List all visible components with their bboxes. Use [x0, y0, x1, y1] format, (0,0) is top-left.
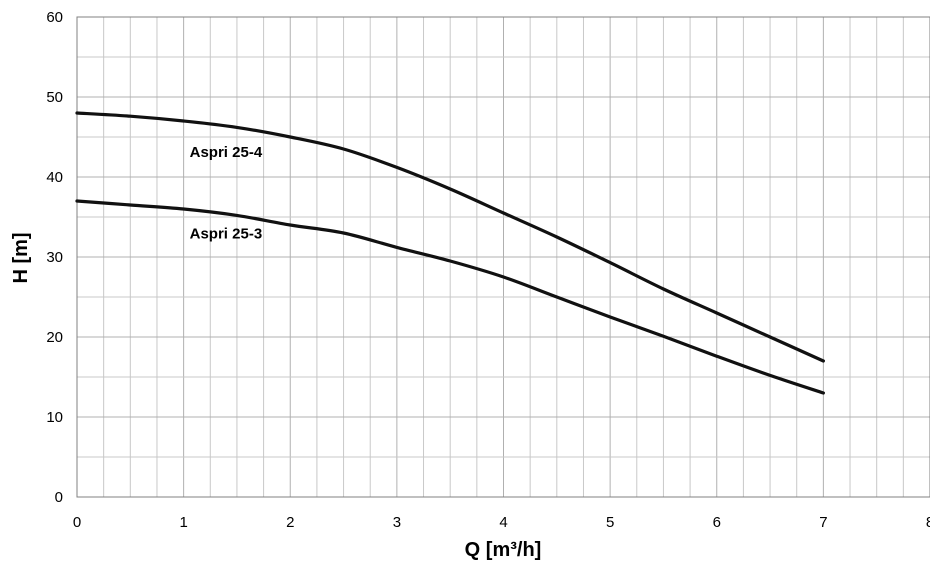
series-label-0: Aspri 25-4	[190, 144, 263, 161]
x-tick-label: 5	[606, 514, 614, 531]
x-tick-label: 1	[179, 514, 187, 531]
x-tick-label: 2	[286, 514, 294, 531]
y-tick-label: 20	[46, 329, 63, 346]
series-labels: Aspri 25-4 Aspri 25-3	[190, 144, 263, 243]
plot-frame	[76, 16, 930, 498]
x-tick-label: 3	[393, 514, 401, 531]
y-axis-title: H [m]	[10, 232, 32, 283]
y-axis-ticks: 0 10 20 30 40 50 60	[46, 9, 63, 506]
x-tick-label: 4	[499, 514, 507, 531]
series-label-1: Aspri 25-3	[190, 226, 263, 243]
x-tick-label: 6	[713, 514, 721, 531]
y-tick-label: 60	[46, 9, 63, 26]
x-tick-label: 0	[73, 514, 81, 531]
series-curve-1	[75, 199, 825, 395]
x-axis-title: Q [m³/h]	[465, 539, 542, 561]
y-tick-label: 0	[55, 489, 63, 506]
y-tick-label: 40	[46, 169, 63, 186]
grid	[77, 17, 930, 497]
curves	[75, 111, 825, 395]
series-curve-0	[75, 111, 825, 363]
x-axis-ticks: 0 1 2 3 4 5 6 7 8	[73, 514, 930, 531]
y-tick-label: 30	[46, 249, 63, 266]
x-tick-label: 7	[819, 514, 827, 531]
y-tick-label: 10	[46, 409, 63, 426]
x-tick-label: 8	[926, 514, 930, 531]
y-tick-label: 50	[46, 89, 63, 106]
